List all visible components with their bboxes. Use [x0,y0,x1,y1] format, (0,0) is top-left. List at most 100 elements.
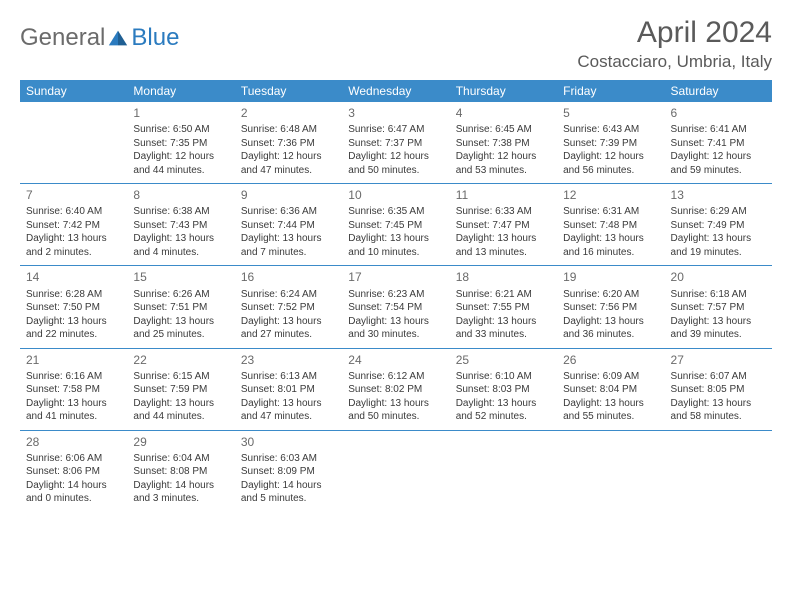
day-header: Saturday [665,80,772,102]
daylight-text: Daylight: 13 hours and 44 minutes. [133,397,228,424]
day-number: 13 [671,187,766,203]
daylight-text: Daylight: 13 hours and 33 minutes. [456,315,551,342]
day-header: Sunday [20,80,127,102]
calendar-week: 7Sunrise: 6:40 AMSunset: 7:42 PMDaylight… [20,184,772,266]
calendar-cell: 5Sunrise: 6:43 AMSunset: 7:39 PMDaylight… [557,102,664,184]
sunrise-text: Sunrise: 6:33 AM [456,205,551,219]
day-number: 27 [671,352,766,368]
sunrise-text: Sunrise: 6:50 AM [133,123,228,137]
day-header: Wednesday [342,80,449,102]
calendar-cell: 23Sunrise: 6:13 AMSunset: 8:01 PMDayligh… [235,348,342,430]
day-number: 6 [671,105,766,121]
sunset-text: Sunset: 7:35 PM [133,137,228,151]
calendar-cell: 14Sunrise: 6:28 AMSunset: 7:50 PMDayligh… [20,266,127,348]
day-number: 4 [456,105,551,121]
calendar-cell: 18Sunrise: 6:21 AMSunset: 7:55 PMDayligh… [450,266,557,348]
daylight-text: Daylight: 13 hours and 36 minutes. [563,315,658,342]
calendar-body: 1Sunrise: 6:50 AMSunset: 7:35 PMDaylight… [20,102,772,512]
calendar-cell: 29Sunrise: 6:04 AMSunset: 8:08 PMDayligh… [127,430,234,512]
sunrise-text: Sunrise: 6:16 AM [26,370,121,384]
daylight-text: Daylight: 13 hours and 27 minutes. [241,315,336,342]
calendar-cell: 7Sunrise: 6:40 AMSunset: 7:42 PMDaylight… [20,184,127,266]
calendar-cell: 11Sunrise: 6:33 AMSunset: 7:47 PMDayligh… [450,184,557,266]
day-header: Friday [557,80,664,102]
calendar-cell: 4Sunrise: 6:45 AMSunset: 7:38 PMDaylight… [450,102,557,184]
sunrise-text: Sunrise: 6:06 AM [26,452,121,466]
calendar-cell: 21 Sunrise: 6:16 AMSunset: 7:58 PMDayligh… [20,348,127,430]
sunset-text: Sunset: 7:56 PM [563,301,658,315]
daylight-text: Daylight: 13 hours and 25 minutes. [133,315,228,342]
calendar-cell [665,430,772,512]
sunrise-text: Sunrise: 6:03 AM [241,452,336,466]
calendar-cell: 19Sunrise: 6:20 AMSunset: 7:56 PMDayligh… [557,266,664,348]
daylight-text: Daylight: 12 hours and 47 minutes. [241,150,336,177]
calendar-cell: 1Sunrise: 6:50 AMSunset: 7:35 PMDaylight… [127,102,234,184]
calendar-cell: 16 Sunrise: 6:24 AMSunset: 7:52 PMDayligh… [235,266,342,348]
sunrise-text: Sunrise: 6:24 AM [241,288,336,302]
daylight-text: Daylight: 14 hours and 0 minutes. [26,479,121,506]
calendar-cell: 25Sunrise: 6:10 AMSunset: 8:03 PMDayligh… [450,348,557,430]
daylight-text: Daylight: 13 hours and 22 minutes. [26,315,121,342]
calendar-cell: 28 Sunrise: 6:06 AMSunset: 8:06 PMDayligh… [20,430,127,512]
daylight-text: Daylight: 13 hours and 4 minutes. [133,232,228,259]
calendar-cell: 12Sunrise: 6:31 AMSunset: 7:48 PMDayligh… [557,184,664,266]
sunset-text: Sunset: 7:48 PM [563,219,658,233]
day-number: 24 [348,352,443,368]
sunset-text: Sunset: 7:58 PM [26,383,121,397]
calendar-week: 1Sunrise: 6:50 AMSunset: 7:35 PMDaylight… [20,102,772,184]
day-number: 9 [241,187,336,203]
sunrise-text: Sunrise: 6:41 AM [671,123,766,137]
calendar-cell: 24Sunrise: 6:12 AMSunset: 8:02 PMDayligh… [342,348,449,430]
logo-text-general: General [20,24,105,52]
sunset-text: Sunset: 8:05 PM [671,383,766,397]
sunset-text: Sunset: 7:59 PM [133,383,228,397]
logo-triangle-icon [107,27,129,49]
sunset-text: Sunset: 7:49 PM [671,219,766,233]
sunset-text: Sunset: 8:04 PM [563,383,658,397]
sunrise-text: Sunrise: 6:20 AM [563,288,658,302]
calendar-header-row: SundayMondayTuesdayWednesdayThursdayFrid… [20,80,772,102]
calendar-cell [342,430,449,512]
sunset-text: Sunset: 8:02 PM [348,383,443,397]
daylight-text: Daylight: 12 hours and 50 minutes. [348,150,443,177]
sunset-text: Sunset: 7:41 PM [671,137,766,151]
calendar-cell: 30Sunrise: 6:03 AMSunset: 8:09 PMDayligh… [235,430,342,512]
day-number: 17 [348,269,443,285]
daylight-text: Daylight: 13 hours and 39 minutes. [671,315,766,342]
sunrise-text: Sunrise: 6:28 AM [26,288,121,302]
sunrise-text: Sunrise: 6:45 AM [456,123,551,137]
day-number: 8 [133,187,228,203]
sunset-text: Sunset: 7:45 PM [348,219,443,233]
sunset-text: Sunset: 7:52 PM [241,301,336,315]
sunrise-text: Sunrise: 6:15 AM [133,370,228,384]
day-number: 15 [133,269,228,285]
day-number: 28 [26,434,121,450]
calendar-cell: 22Sunrise: 6:15 AMSunset: 7:59 PMDayligh… [127,348,234,430]
daylight-text: Daylight: 13 hours and 7 minutes. [241,232,336,259]
day-number: 21 [26,352,121,368]
sunset-text: Sunset: 8:06 PM [26,465,121,479]
daylight-text: Daylight: 14 hours and 5 minutes. [241,479,336,506]
day-number: 18 [456,269,551,285]
calendar-cell: 9Sunrise: 6:36 AMSunset: 7:44 PMDaylight… [235,184,342,266]
daylight-text: Daylight: 13 hours and 41 minutes. [26,397,121,424]
sunset-text: Sunset: 7:54 PM [348,301,443,315]
day-number: 16 [241,269,336,285]
calendar-cell: 26Sunrise: 6:09 AMSunset: 8:04 PMDayligh… [557,348,664,430]
day-header: Monday [127,80,234,102]
day-number: 26 [563,352,658,368]
sunrise-text: Sunrise: 6:04 AM [133,452,228,466]
sunrise-text: Sunrise: 6:38 AM [133,205,228,219]
sunset-text: Sunset: 7:47 PM [456,219,551,233]
sunset-text: Sunset: 8:08 PM [133,465,228,479]
calendar-cell: 10Sunrise: 6:35 AMSunset: 7:45 PMDayligh… [342,184,449,266]
day-number: 3 [348,105,443,121]
logo: General Blue [20,16,179,52]
logo-text-blue: Blue [131,24,179,52]
sunrise-text: Sunrise: 6:07 AM [671,370,766,384]
sunrise-text: Sunrise: 6:12 AM [348,370,443,384]
sunrise-text: Sunrise: 6:29 AM [671,205,766,219]
calendar-cell: 15Sunrise: 6:26 AMSunset: 7:51 PMDayligh… [127,266,234,348]
daylight-text: Daylight: 13 hours and 55 minutes. [563,397,658,424]
header: General Blue April 2024 Costacciaro, Umb… [20,16,772,72]
